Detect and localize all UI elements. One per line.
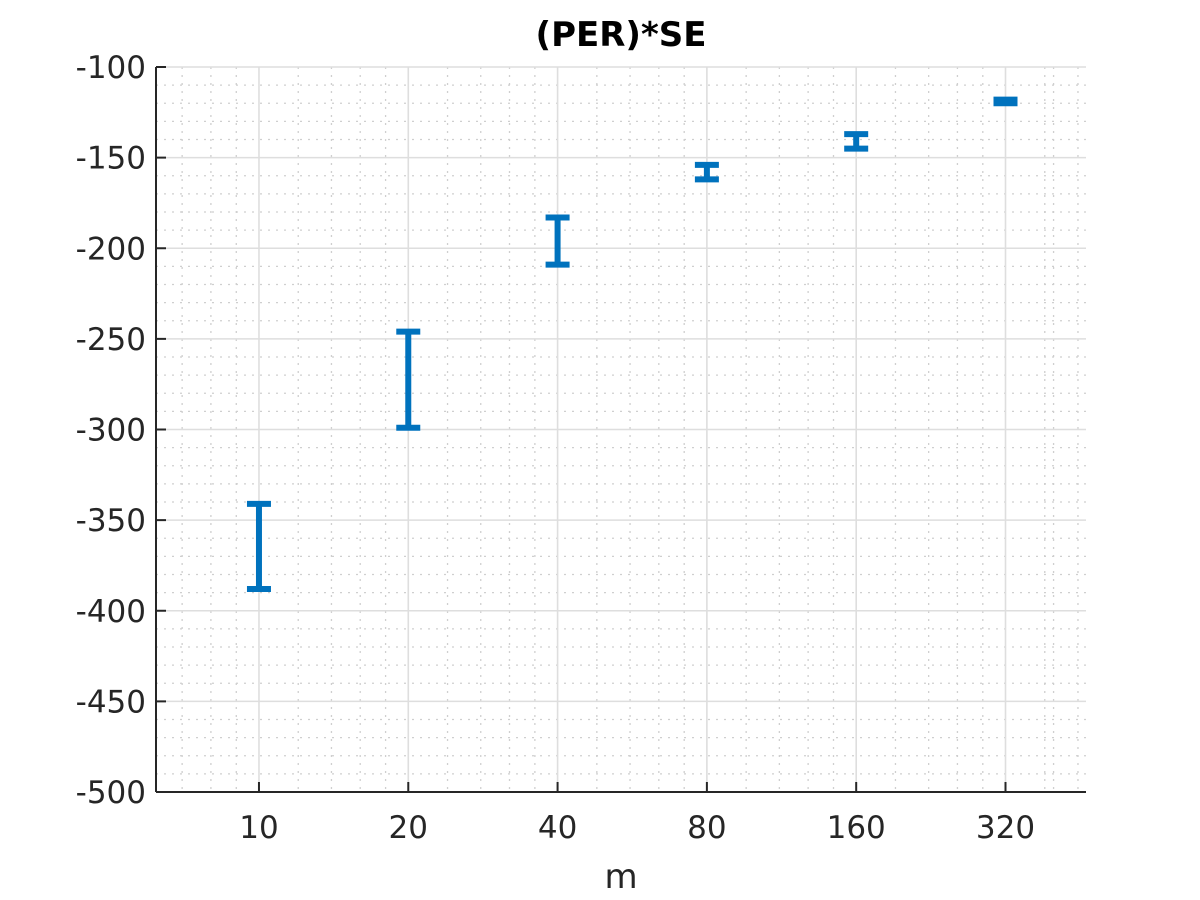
y-tick-label: -300 — [76, 413, 146, 449]
error-bar — [246, 500, 271, 592]
x-tick-label: 40 — [538, 810, 577, 846]
error-bar — [993, 96, 1018, 107]
y-tick-label: -150 — [76, 141, 146, 177]
y-tick-labels: -100 -150 -200 -250 -300 -350 -400 -450 -500 — [76, 50, 146, 811]
x-tick-label: 320 — [976, 810, 1035, 846]
error-bar — [396, 328, 421, 431]
x-tick-label: 160 — [827, 810, 886, 846]
y-tick-label: -100 — [76, 50, 146, 86]
chart-title: (PER)*SE — [536, 15, 707, 55]
x-tick-labels: 10 20 40 80 160 320 — [239, 810, 1035, 846]
y-tick-label: -350 — [76, 503, 146, 539]
error-bar — [694, 161, 719, 183]
y-tick-label: -400 — [76, 594, 146, 630]
y-tick-label: -500 — [76, 775, 146, 811]
x-axis-label: m — [604, 857, 637, 897]
error-bar — [844, 131, 869, 152]
y-tick-label: -450 — [76, 684, 146, 720]
minor-grid — [156, 67, 1086, 792]
x-tick-label: 80 — [687, 810, 726, 846]
error-bars — [246, 96, 1018, 592]
axes — [155, 66, 1086, 793]
x-tick-label: 20 — [389, 810, 428, 846]
y-tick-label: -200 — [76, 231, 146, 267]
error-bar — [545, 214, 570, 268]
y-tick-label: -250 — [76, 322, 146, 358]
x-tick-label: 10 — [239, 810, 278, 846]
